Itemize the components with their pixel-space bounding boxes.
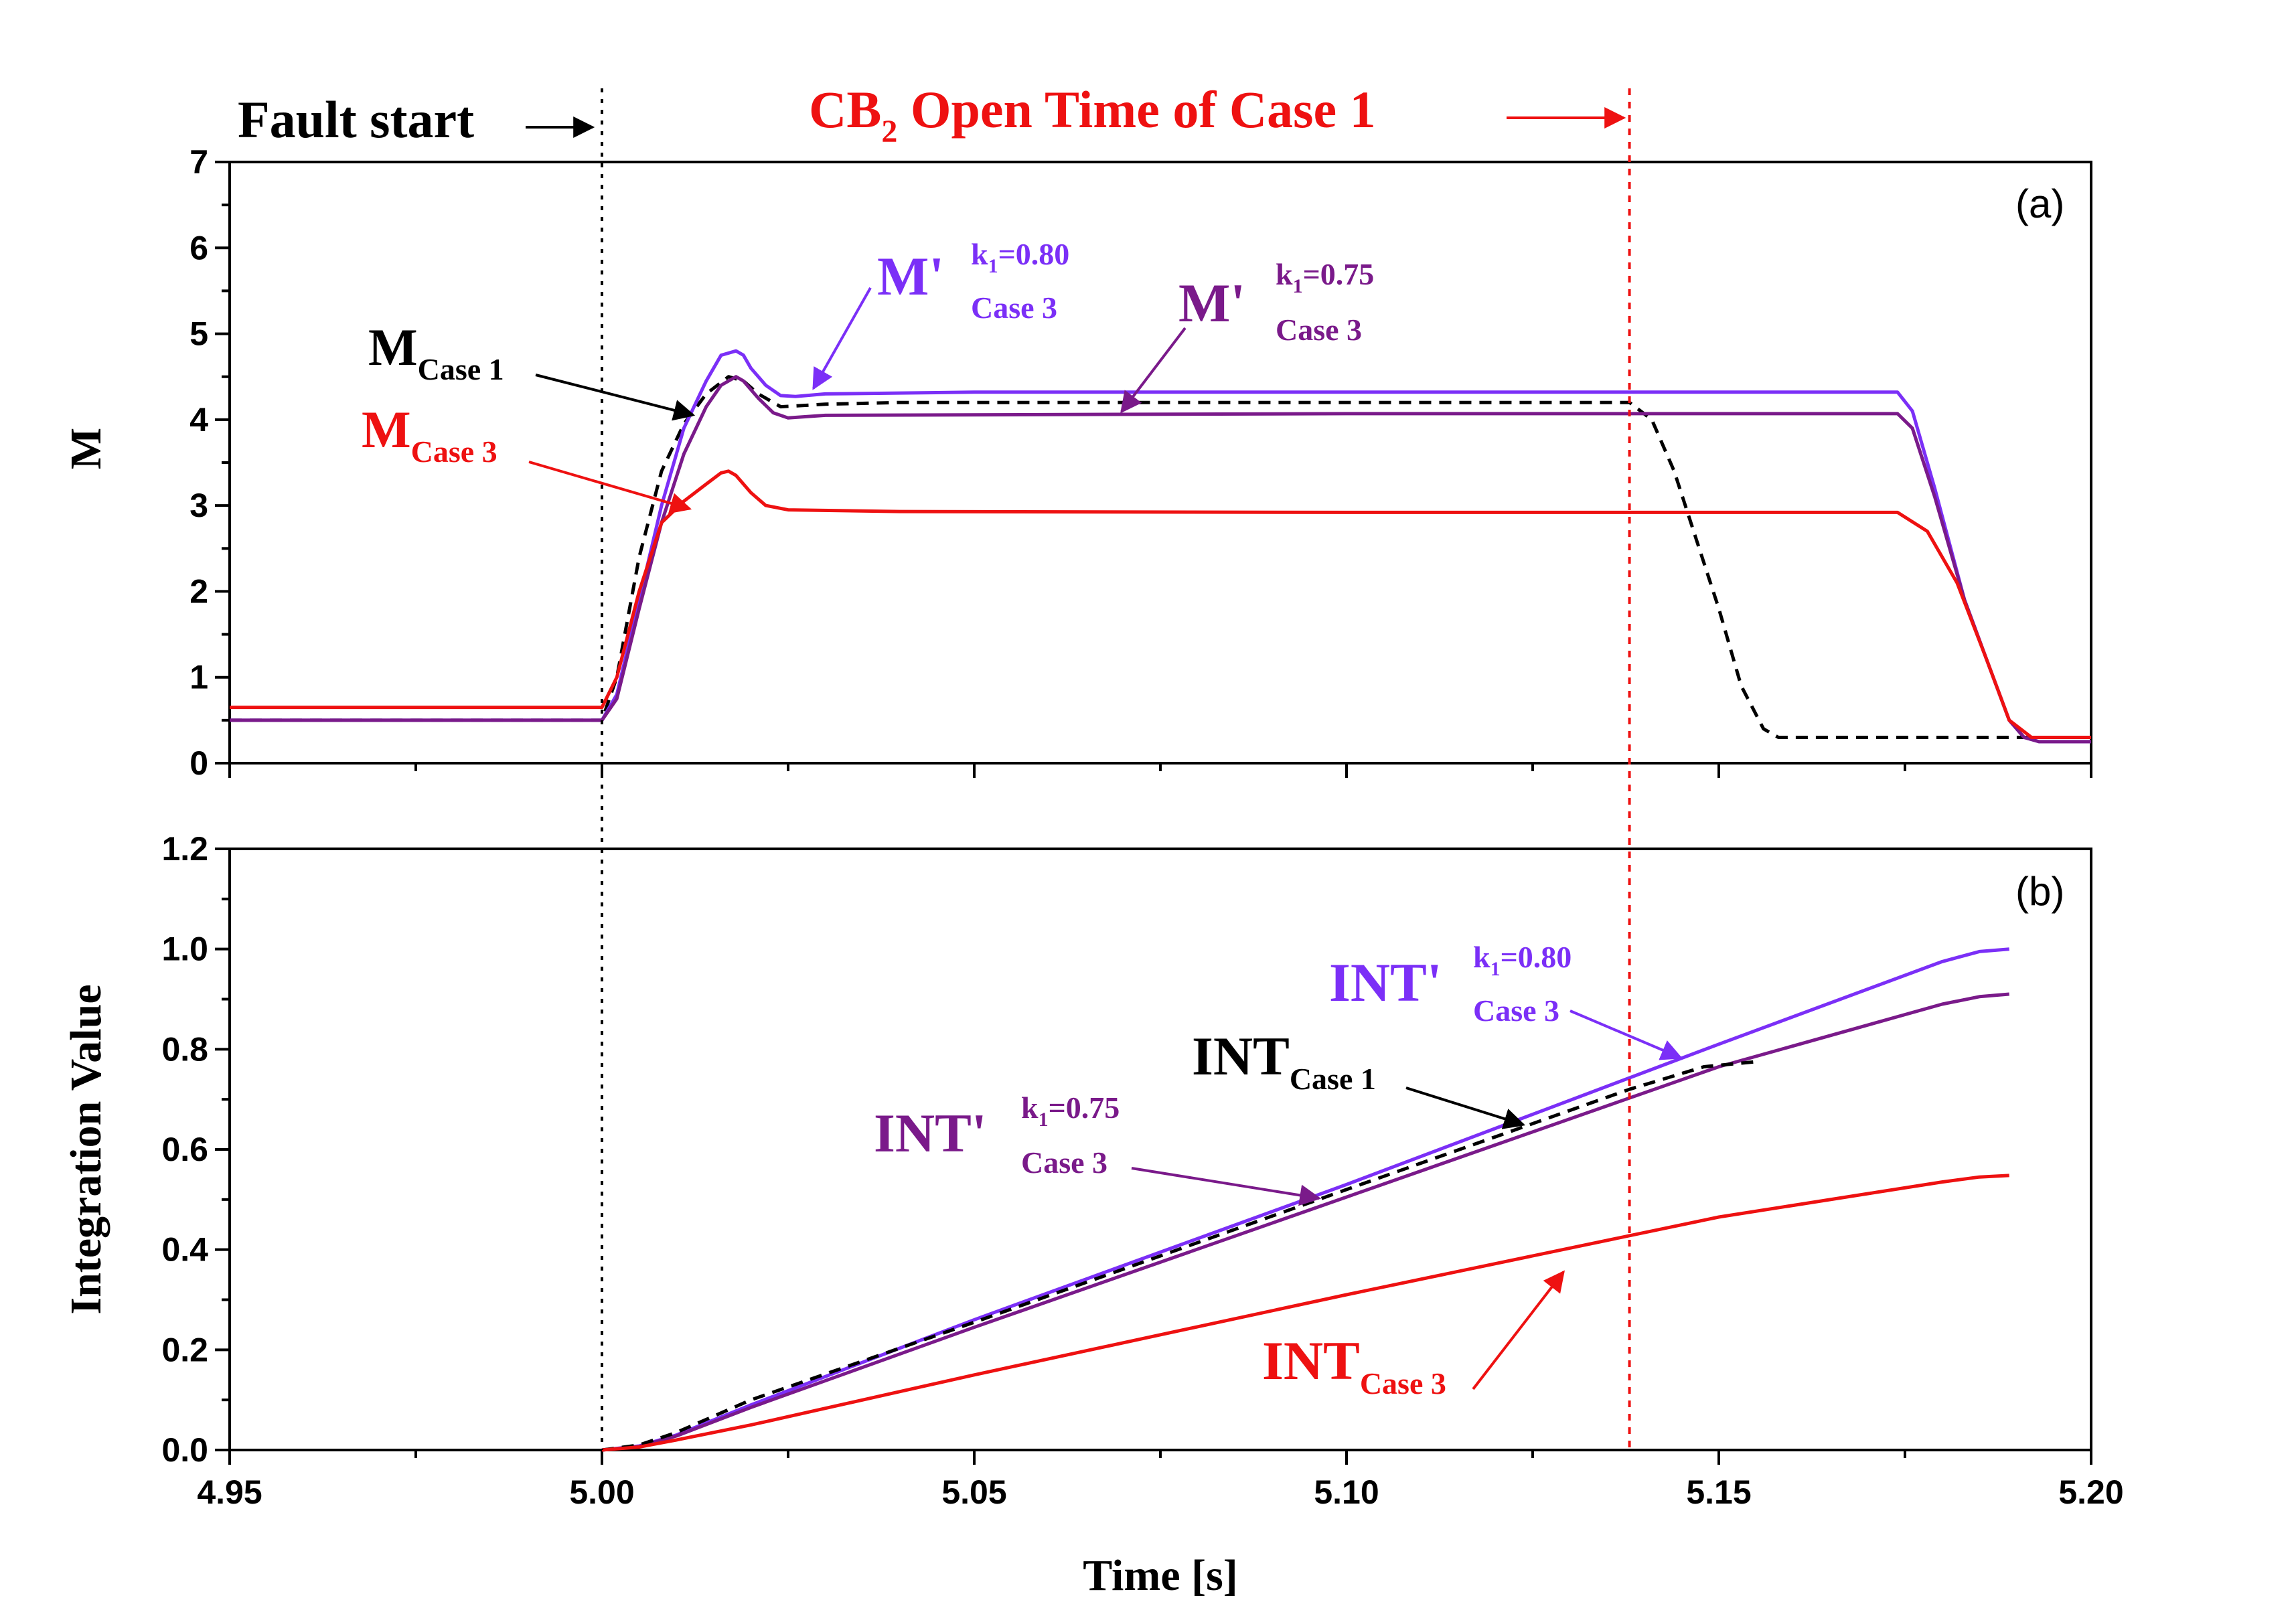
y-axis-title-b: Integration Value	[62, 984, 110, 1314]
cb2-open-label: CB2 Open Time of Case 1	[809, 80, 1376, 149]
y-tick-label: 3	[189, 487, 208, 524]
label-int-case3: INTCase 3	[1262, 1330, 1446, 1400]
label-m-case3: MCase 3	[362, 400, 498, 469]
x-axis-title: Time [s]	[1083, 1551, 1238, 1600]
panel-a-tag: (a)	[2015, 181, 2064, 226]
arrow-int-case3	[1472, 1270, 1565, 1390]
panel-a-frame	[228, 161, 2092, 765]
y-tick-label: 0.4	[161, 1231, 208, 1269]
label-int-prime-075: INT'	[874, 1103, 987, 1163]
label-int-prime-075-case: Case 3	[1021, 1145, 1107, 1180]
arrow-m-case3	[528, 461, 692, 514]
panel-b-series	[601, 947, 2009, 1452]
label-m-prime-080-k: k1=0.80	[971, 237, 1069, 277]
label-int-prime-080-case: Case 3	[1473, 993, 1559, 1028]
label-m-prime-075: M'	[1178, 272, 1245, 333]
arrow-int-prime-075	[1131, 1167, 1322, 1206]
arrow-m-prime-075	[1120, 327, 1187, 414]
y-tick-label: 0.8	[161, 1030, 208, 1068]
series-line-int-prime-075	[601, 992, 2009, 1452]
label-m-prime-080: M'	[877, 246, 944, 307]
y-tick-label: 0.0	[161, 1431, 208, 1469]
label-int-prime-080-k: k1=0.80	[1473, 940, 1572, 980]
y-tick-label: 6	[189, 229, 208, 266]
y-tick-label: 1	[189, 659, 208, 696]
fault-start-label: Fault start	[238, 90, 474, 149]
label-int-case1: INTCase 1	[1192, 1026, 1376, 1096]
y-tick-label: 0	[189, 744, 208, 782]
x-tick-label: 4.95	[197, 1473, 262, 1511]
x-tick-label: 5.20	[2058, 1473, 2123, 1511]
y-tick-label: 5	[189, 315, 208, 353]
x-tick-label: 5.00	[569, 1473, 634, 1511]
y-tick-label: 0.6	[161, 1131, 208, 1168]
label-m-prime-080-case: Case 3	[971, 291, 1057, 325]
panel-a-ticks: 0 1 2 3 4 5 6 7	[189, 143, 2092, 782]
series-line-m-case3	[230, 469, 2091, 739]
arrow-int-case1	[1405, 1087, 1526, 1129]
label-m-prime-075-case: Case 3	[1276, 313, 1362, 347]
series-line-m-case1	[230, 375, 2091, 739]
y-axis-title-a: M	[62, 428, 110, 469]
series-line-m-prime-075	[230, 375, 2091, 744]
label-m-case1: MCase 1	[368, 318, 504, 386]
arrow-m-prime-080	[812, 287, 872, 390]
series-line-int-case1	[601, 1060, 1756, 1452]
arrow-m-case1	[535, 374, 696, 421]
label-int-prime-080: INT'	[1329, 952, 1442, 1013]
x-tick-label: 5.15	[1686, 1473, 1751, 1511]
arrow-int-prime-080	[1570, 1010, 1683, 1060]
y-tick-label: 1.2	[161, 830, 208, 868]
y-tick-label: 7	[189, 143, 208, 181]
y-tick-label: 1.0	[161, 931, 208, 968]
panel-a-series	[230, 349, 2091, 744]
y-tick-label: 0.2	[161, 1331, 208, 1368]
y-tick-label: 2	[189, 572, 208, 610]
series-line-int-case3	[601, 1174, 2009, 1452]
y-tick-label: 4	[189, 401, 208, 438]
panel-b-frame	[228, 848, 2092, 1451]
series-line-m-prime-080	[230, 349, 2091, 744]
x-tick-label: 5.05	[941, 1473, 1006, 1511]
panel-b-ticks: 0.0 0.2 0.4 0.6 0.8 1.0 1.2 4.95 5.00 5.05 5.10 5.1…	[161, 830, 2123, 1511]
panel-b-tag: (b)	[2015, 869, 2064, 914]
label-m-prime-075-k: k1=0.75	[1276, 257, 1374, 297]
x-tick-label: 5.10	[1314, 1473, 1379, 1511]
label-int-prime-075-k: k1=0.75	[1021, 1091, 1120, 1131]
